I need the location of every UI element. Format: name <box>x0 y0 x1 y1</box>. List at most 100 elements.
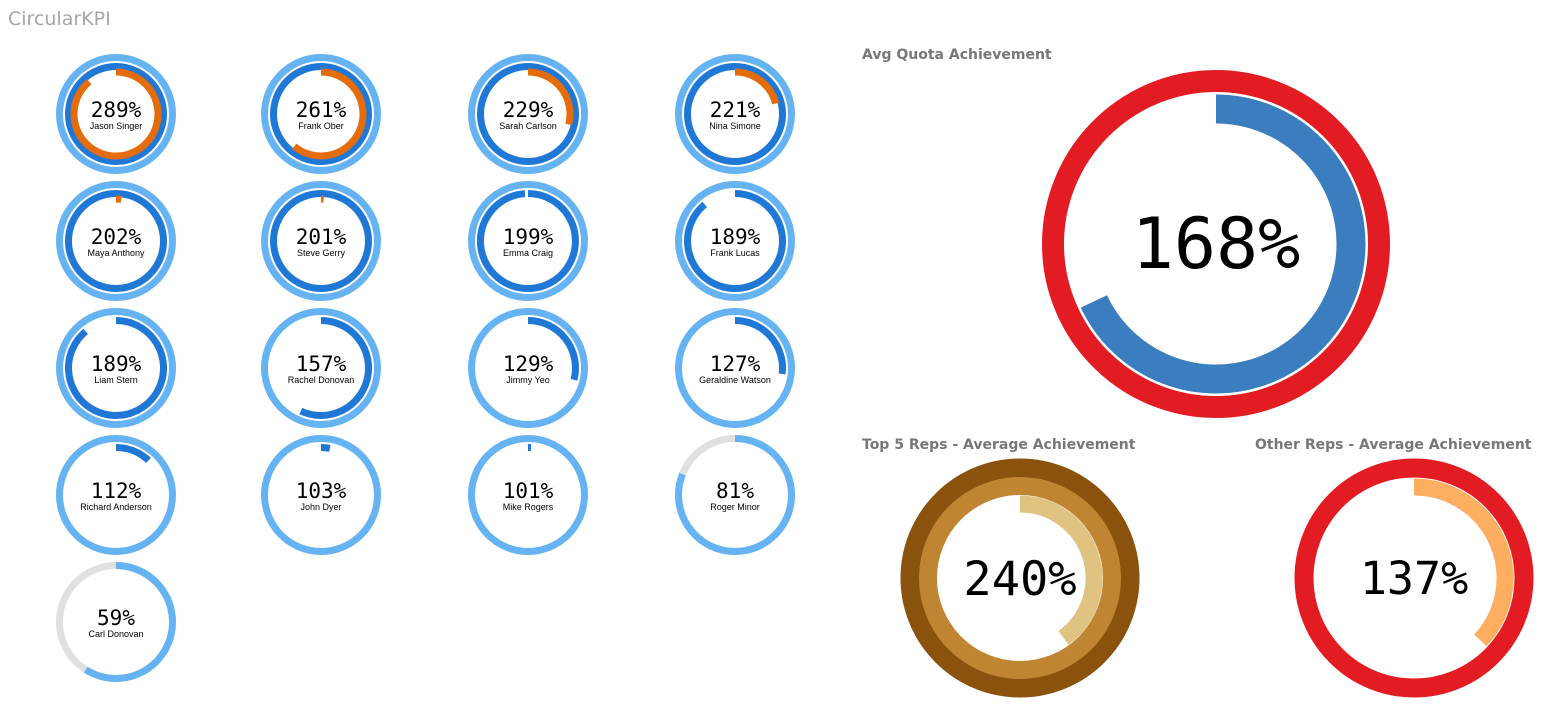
rep-kpi: 103%John Dyer <box>261 435 381 555</box>
rep-name-label: Liam Stern <box>94 375 138 385</box>
ring-2-arc <box>115 444 151 464</box>
rep-kpi: 129%Jimmy Yeo <box>468 308 588 428</box>
ring-2-arc <box>684 63 786 165</box>
ring-1-arc <box>468 308 588 428</box>
ring-3-arc <box>70 68 162 160</box>
rep-percent-label: 199% <box>503 225 554 249</box>
rep-percent-label: 201% <box>296 225 347 249</box>
ring-1-arc <box>56 435 176 555</box>
top5-kpi: 240% <box>900 458 1140 698</box>
ring-2-arc <box>65 317 167 419</box>
rep-percent-label: 101% <box>503 479 554 503</box>
rep-name-label: Roger Minor <box>710 502 760 512</box>
rep-name-label: Mike Rogers <box>503 502 554 512</box>
rep-kpi: 157%Rachel Donovan <box>261 308 381 428</box>
rep-name-label: Jason Singer <box>90 121 143 131</box>
rep-name-label: Rachel Donovan <box>288 375 355 385</box>
ring-2-arc <box>270 63 372 165</box>
rep-kpi: 289%Jason Singer <box>56 54 176 174</box>
ring-2-arc <box>527 317 579 381</box>
ring-3-arc <box>292 68 367 160</box>
ring-1-arc <box>675 308 795 428</box>
kpi-percent-label: 240% <box>963 552 1076 607</box>
ring-1-arc <box>468 54 588 174</box>
rep-name-label: Jimmy Yeo <box>506 375 550 385</box>
ring-2-arc <box>1413 478 1514 647</box>
rep-kpi: 189%Frank Lucas <box>675 181 795 301</box>
other-reps-title: Other Reps - Average Achievement <box>1255 437 1532 453</box>
rep-percent-label: 221% <box>710 98 761 122</box>
ring-1-arc <box>1042 70 1390 418</box>
rep-name-label: Nina Simone <box>709 121 761 131</box>
ring-1-arc <box>56 54 176 174</box>
rep-kpi: 59%Carl Donovan <box>56 562 176 682</box>
ring-2-arc <box>477 63 579 165</box>
ring-1-arc <box>261 181 381 301</box>
rep-percent-label: 112% <box>91 479 142 503</box>
ring-2-arc <box>919 477 1121 679</box>
avg-quota-title: Avg Quota Achievement <box>862 47 1052 63</box>
rep-kpi: 261%Frank Ober <box>261 54 381 174</box>
rep-kpi: 81%Roger Minor <box>675 435 795 555</box>
rep-kpi: 221%Nina Simone <box>675 54 795 174</box>
ring-2-arc <box>65 190 167 292</box>
ring-1-arc <box>83 562 176 682</box>
rep-kpi: 199%Emma Craig <box>468 181 588 301</box>
rep-percent-label: 81% <box>716 479 754 503</box>
ring-2-arc <box>476 190 579 292</box>
ring-1-arc <box>468 435 588 555</box>
rep-percent-label: 157% <box>296 352 347 376</box>
ring-1-arc <box>1294 458 1534 698</box>
ring-2-arc <box>270 190 372 292</box>
ring-1-arc <box>675 181 795 301</box>
rep-kpi: 202%Maya Anthony <box>56 181 176 301</box>
ring-2-arc <box>734 317 786 375</box>
rep-name-label: Emma Craig <box>503 248 553 258</box>
ring-3-arc <box>1019 495 1103 645</box>
other-reps-kpi: 137% <box>1294 458 1534 698</box>
ring-1-arc <box>56 181 176 301</box>
rep-percent-label: 59% <box>97 606 135 630</box>
ring-1-arc <box>261 308 381 428</box>
ring-1-arc <box>900 458 1140 698</box>
rep-kpi: 189%Liam Stern <box>56 308 176 428</box>
ring-1-arc <box>675 435 795 555</box>
rep-percent-label: 261% <box>296 98 347 122</box>
rep-kpi: 201%Steve Gerry <box>261 181 381 301</box>
rep-kpi: 101%Mike Rogers <box>468 435 588 555</box>
rep-percent-label: 189% <box>91 352 142 376</box>
rep-name-label: Sarah Carlson <box>499 121 557 131</box>
ring-1-arc <box>261 435 381 555</box>
ring-1-arc <box>468 181 588 301</box>
ring-2-arc <box>299 317 372 419</box>
ring-3-arc <box>734 68 780 105</box>
ring-1-arc <box>675 54 795 174</box>
ring-1-arc <box>56 308 176 428</box>
rep-percent-label: 289% <box>91 98 142 122</box>
ring-2-arc <box>684 190 786 292</box>
rep-percent-label: 103% <box>296 479 347 503</box>
rep-percent-label: 129% <box>503 352 554 376</box>
ring-2-arc <box>65 63 167 165</box>
rep-name-label: Steve Gerry <box>297 248 346 258</box>
kpi-percent-label: 137% <box>1360 552 1468 605</box>
avg-quota-kpi: 168% <box>1042 70 1390 418</box>
rep-name-label: Maya Anthony <box>87 248 145 258</box>
page-title: CircularKPI <box>8 8 111 30</box>
rep-kpi: 127%Geraldine Watson <box>675 308 795 428</box>
rep-percent-label: 189% <box>710 225 761 249</box>
rep-name-label: John Dyer <box>300 502 341 512</box>
rep-name-label: Geraldine Watson <box>699 375 771 385</box>
ring-2-arc <box>1080 94 1366 394</box>
kpi-percent-label: 168% <box>1132 203 1301 285</box>
rep-name-label: Richard Anderson <box>80 502 152 512</box>
rep-name-label: Frank Lucas <box>710 248 760 258</box>
rep-name-label: Frank Ober <box>298 121 344 131</box>
ring-3-arc <box>527 68 574 126</box>
rep-name-label: Carl Donovan <box>88 629 143 639</box>
ring-1-arc <box>261 54 381 174</box>
ring-2-arc <box>320 443 331 452</box>
rep-percent-label: 127% <box>710 352 761 376</box>
top5-title: Top 5 Reps - Average Achievement <box>862 437 1136 453</box>
rep-percent-label: 229% <box>503 98 554 122</box>
